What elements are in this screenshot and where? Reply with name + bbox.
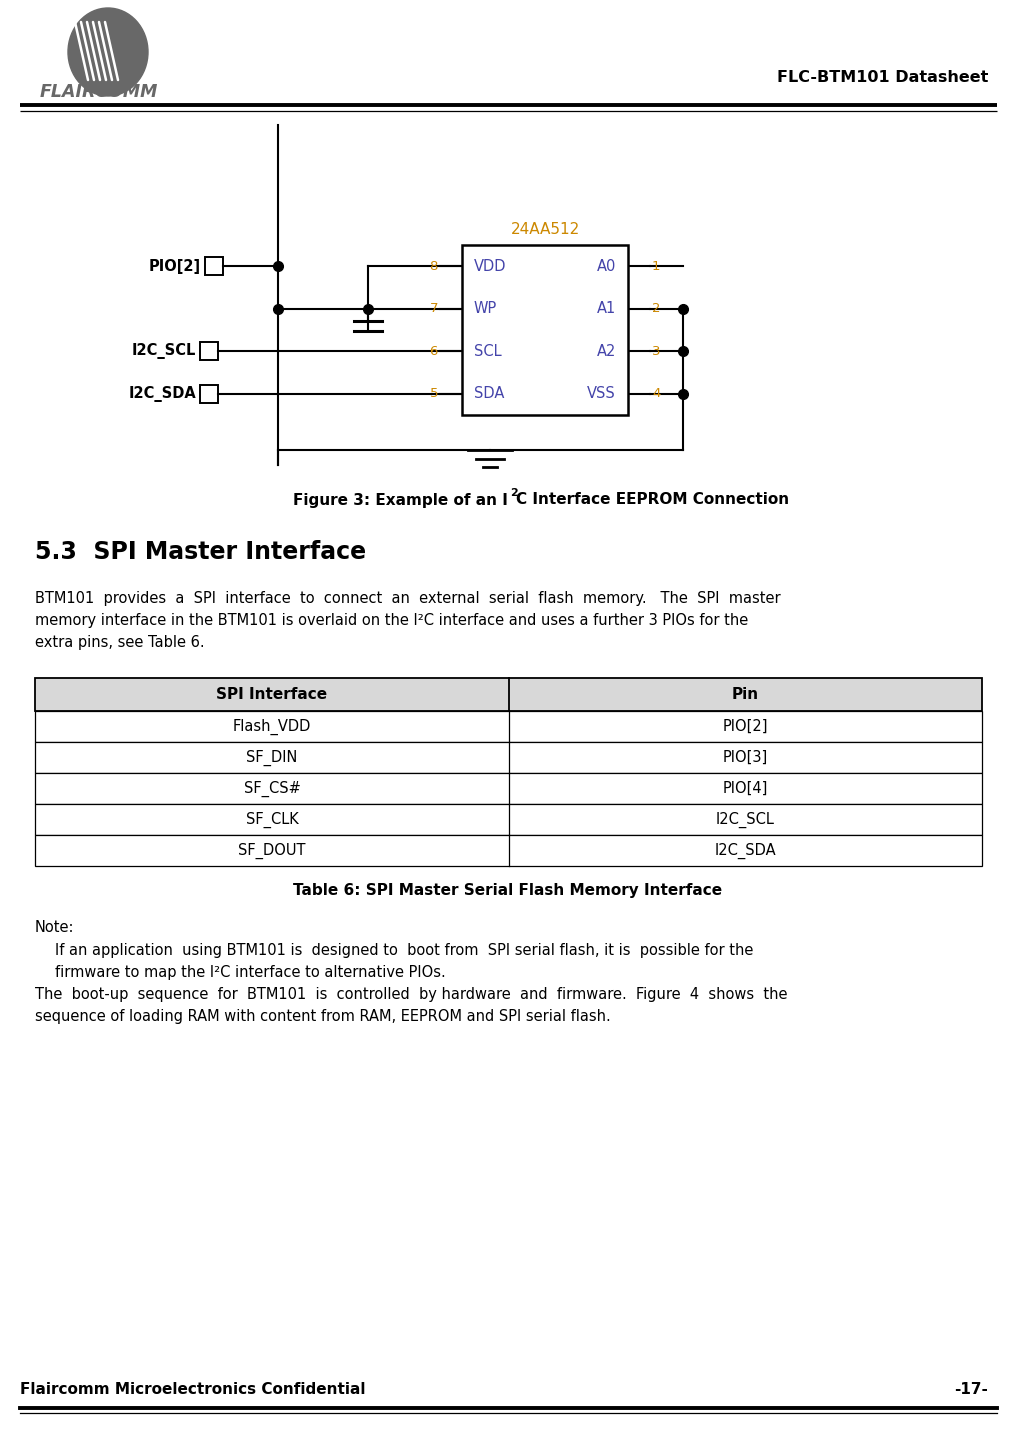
Text: C Interface EEPROM Connection: C Interface EEPROM Connection <box>516 493 789 507</box>
Text: Pin: Pin <box>732 687 759 702</box>
Text: I2C_SCL: I2C_SCL <box>716 811 775 827</box>
Text: 2: 2 <box>652 303 660 316</box>
Text: I2C_SDA: I2C_SDA <box>715 843 776 859</box>
Text: Figure 3: Example of an I: Figure 3: Example of an I <box>293 493 508 507</box>
Text: A1: A1 <box>597 301 616 316</box>
Text: 4: 4 <box>652 388 660 401</box>
Bar <box>200 343 218 360</box>
Text: Flash_VDD: Flash_VDD <box>233 719 311 735</box>
Text: sequence of loading RAM with content from RAM, EEPROM and SPI serial flash.: sequence of loading RAM with content fro… <box>35 1009 611 1023</box>
Text: PIO[2]: PIO[2] <box>148 259 201 274</box>
Bar <box>35 772 982 804</box>
Text: SF_CS#: SF_CS# <box>243 781 300 797</box>
Bar <box>35 804 982 834</box>
Text: I2C_SDA: I2C_SDA <box>128 386 196 402</box>
Text: VDD: VDD <box>474 259 506 274</box>
Text: PIO[4]: PIO[4] <box>723 781 768 795</box>
Text: memory interface in the BTM101 is overlaid on the I²C interface and uses a furth: memory interface in the BTM101 is overla… <box>35 612 749 627</box>
Text: WP: WP <box>474 301 497 316</box>
Text: FLAIRCOMM: FLAIRCOMM <box>40 84 159 101</box>
Text: PIO[3]: PIO[3] <box>723 749 768 765</box>
Text: FLC-BTM101 Datasheet: FLC-BTM101 Datasheet <box>777 71 988 85</box>
Text: 8: 8 <box>429 259 438 272</box>
Text: 2: 2 <box>510 488 518 499</box>
Text: 7: 7 <box>429 303 438 316</box>
Text: SF_DIN: SF_DIN <box>246 749 298 765</box>
Text: 3: 3 <box>652 344 660 357</box>
Text: SPI Interface: SPI Interface <box>217 687 327 702</box>
Text: SF_DOUT: SF_DOUT <box>238 843 306 859</box>
Text: SDA: SDA <box>474 386 504 401</box>
Text: Note:: Note: <box>35 921 74 935</box>
Text: BTM101  provides  a  SPI  interface  to  connect  an  external  serial  flash  m: BTM101 provides a SPI interface to conne… <box>35 591 781 605</box>
Text: extra pins, see Table 6.: extra pins, see Table 6. <box>35 634 204 650</box>
Text: A0: A0 <box>597 259 616 274</box>
Text: Table 6: SPI Master Serial Flash Memory Interface: Table 6: SPI Master Serial Flash Memory … <box>294 883 722 899</box>
Text: 5.3  SPI Master Interface: 5.3 SPI Master Interface <box>35 540 366 563</box>
Text: 5: 5 <box>429 388 438 401</box>
Text: The  boot-up  sequence  for  BTM101  is  controlled  by hardware  and  firmware.: The boot-up sequence for BTM101 is contr… <box>35 987 787 1001</box>
Text: VSS: VSS <box>587 386 616 401</box>
Text: 1: 1 <box>652 259 660 272</box>
Text: 6: 6 <box>429 344 438 357</box>
Bar <box>205 258 223 275</box>
Text: If an application  using BTM101 is  designed to  boot from  SPI serial flash, it: If an application using BTM101 is design… <box>55 942 754 957</box>
Text: I2C_SCL: I2C_SCL <box>131 343 196 359</box>
Bar <box>35 710 982 742</box>
Text: A2: A2 <box>597 344 616 359</box>
Text: -17-: -17- <box>954 1382 988 1398</box>
Text: PIO[2]: PIO[2] <box>723 719 768 733</box>
Ellipse shape <box>68 9 148 97</box>
Bar <box>462 245 629 415</box>
Bar <box>35 834 982 866</box>
Bar <box>200 385 218 402</box>
Text: Flaircomm Microelectronics Confidential: Flaircomm Microelectronics Confidential <box>20 1382 365 1398</box>
Text: SCL: SCL <box>474 344 501 359</box>
Text: 24AA512: 24AA512 <box>511 222 580 236</box>
Bar <box>35 742 982 772</box>
Bar <box>35 679 982 710</box>
Text: SF_CLK: SF_CLK <box>246 811 298 827</box>
Text: firmware to map the I²C interface to alternative PIOs.: firmware to map the I²C interface to alt… <box>55 964 445 980</box>
